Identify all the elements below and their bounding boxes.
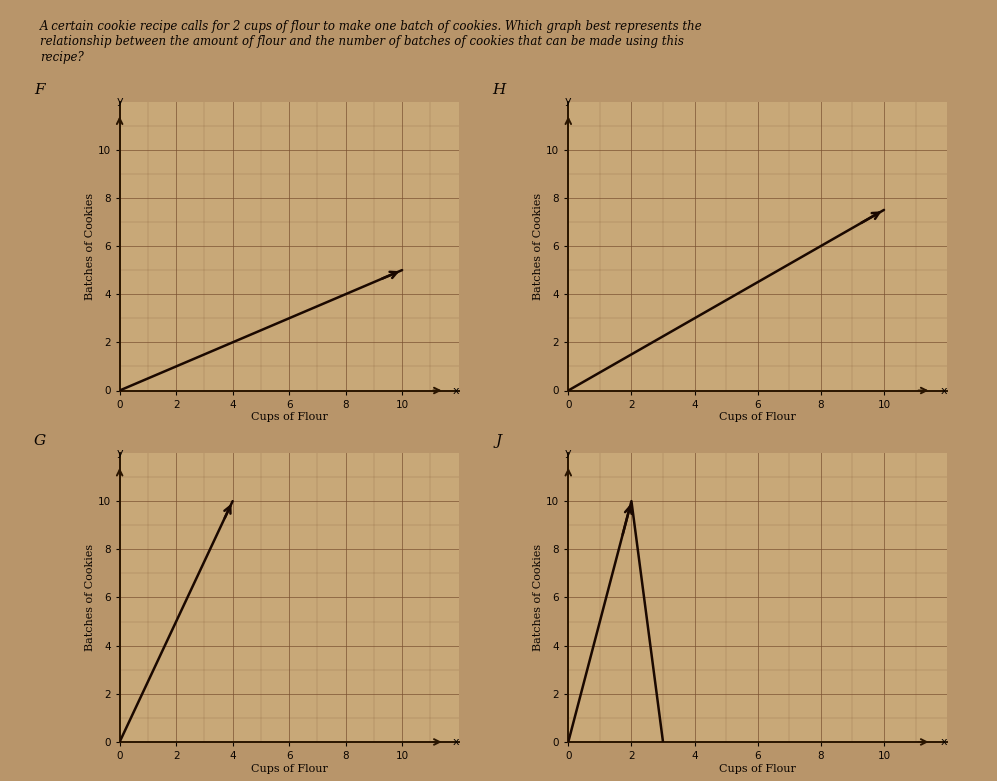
X-axis label: Cups of Flour: Cups of Flour: [250, 412, 328, 423]
Text: y: y: [565, 448, 571, 458]
X-axis label: Cups of Flour: Cups of Flour: [250, 764, 328, 774]
Text: F: F: [35, 83, 45, 97]
X-axis label: Cups of Flour: Cups of Flour: [719, 412, 797, 423]
Text: H: H: [492, 83, 505, 97]
Text: y: y: [565, 96, 571, 106]
Text: x: x: [941, 386, 947, 395]
Text: x: x: [453, 737, 460, 747]
Text: G: G: [34, 434, 46, 448]
Text: A certain cookie recipe calls for 2 cups of flour to make one batch of cookies. : A certain cookie recipe calls for 2 cups…: [40, 20, 703, 33]
Y-axis label: Batches of Cookies: Batches of Cookies: [533, 544, 543, 651]
Text: relationship between the amount of flour and the number of batches of cookies th: relationship between the amount of flour…: [40, 35, 684, 48]
Text: J: J: [496, 434, 501, 448]
Text: y: y: [117, 96, 123, 106]
Text: x: x: [453, 386, 460, 395]
Text: y: y: [117, 448, 123, 458]
Text: recipe?: recipe?: [40, 51, 84, 64]
X-axis label: Cups of Flour: Cups of Flour: [719, 764, 797, 774]
Y-axis label: Batches of Cookies: Batches of Cookies: [85, 544, 95, 651]
Y-axis label: Batches of Cookies: Batches of Cookies: [85, 192, 95, 300]
Text: x: x: [941, 737, 947, 747]
Y-axis label: Batches of Cookies: Batches of Cookies: [533, 192, 543, 300]
